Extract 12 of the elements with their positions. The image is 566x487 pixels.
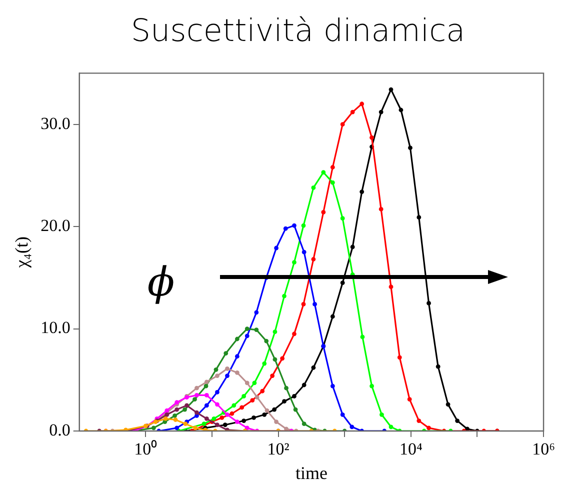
x-tick-label: 10⁴ [399, 440, 422, 459]
x-tick-label: 10⁶ [532, 440, 556, 459]
x-tick-label: 10⁰ [134, 440, 158, 459]
chart-title: Suscettività dinamica [130, 12, 466, 51]
y-axis-title: χ₄(t) [12, 236, 32, 269]
y-tick-label: 30.0 [40, 114, 70, 133]
x-tick-label: 10² [267, 440, 290, 459]
y-tick-label: 20.0 [40, 216, 70, 236]
annotation: ϕ [147, 260, 175, 306]
y-tick-label: 10.0 [40, 318, 70, 338]
x-axis-title: time [295, 462, 328, 483]
y-tick-label: 0.0 [49, 420, 70, 440]
